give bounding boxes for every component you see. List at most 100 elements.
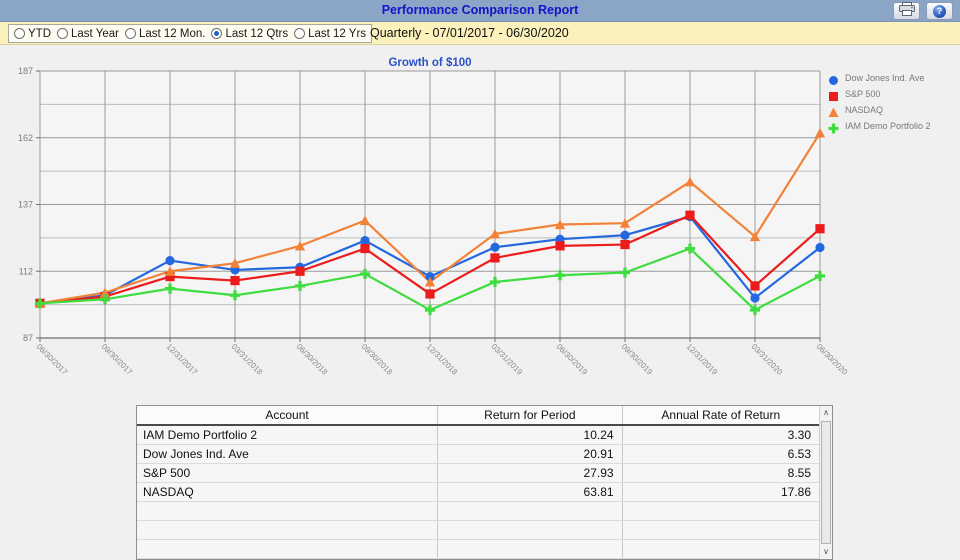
x-axis-label: 06/30/2018	[295, 342, 330, 377]
y-axis-label: 87	[23, 333, 33, 343]
table-cell: 6.53	[787, 447, 811, 461]
x-axis-label: 06/30/2019	[555, 342, 590, 377]
table-row[interactable]	[137, 540, 819, 559]
x-axis-label: 12/31/2017	[165, 342, 200, 377]
growth-chart: 87 112 137 162 187 06/30/2017 09/30/2017 12/31/…	[18, 66, 850, 377]
table-cell	[137, 540, 439, 558]
print-button[interactable]	[893, 1, 920, 21]
scrollbar-thumb[interactable]	[821, 421, 831, 544]
radio-option-ytd[interactable]: YTD	[14, 28, 51, 40]
help-button[interactable]: ?	[926, 2, 953, 20]
help-icon: ?	[933, 4, 946, 18]
x-axis-label: 09/30/2017	[100, 342, 135, 377]
y-axis-label: 187	[18, 66, 33, 76]
table-cell: 3.30	[787, 428, 811, 442]
series-markers-iam-demo-portfolio-2	[34, 243, 826, 316]
series-markers-nasdaq	[34, 127, 826, 308]
table-scrollbar[interactable]: ∧ ∨	[819, 406, 832, 559]
x-axis-label: 03/31/2018	[230, 342, 265, 377]
table-cell	[137, 521, 439, 539]
header-cell: Annual Rate of Return	[661, 408, 781, 422]
table-cell	[623, 540, 819, 558]
table-cell: S&P 500	[137, 464, 439, 482]
triangle-marker-icon	[828, 105, 839, 117]
y-axis-label: 162	[18, 133, 33, 143]
table-cell	[438, 521, 623, 539]
table-body: Account Return for Period Annual Rate of R…	[137, 406, 819, 559]
chart-title: Growth of $100	[388, 57, 472, 69]
table-row[interactable]: Dow Jones Ind. Ave 20.91 6.53	[137, 445, 819, 464]
table-row[interactable]: NASDAQ 63.81 17.86	[137, 483, 819, 502]
y-axis-label: 112	[19, 266, 33, 276]
table-cell: Dow Jones Ind. Ave	[137, 445, 439, 463]
x-axis-label: 09/30/2019	[620, 342, 655, 377]
x-axis-label: 09/30/2018	[360, 342, 395, 377]
radio-label: Last 12 Mon.	[138, 27, 206, 40]
legend-item: IAM Demo Portfolio 2	[828, 118, 960, 134]
radio-option-last-12-mon-[interactable]: Last 12 Mon.	[124, 27, 206, 40]
radio-option-last-12-yrs[interactable]: Last 12 Yrs	[294, 28, 366, 40]
table-cell: 10.24	[438, 426, 623, 444]
table-row[interactable]: S&P 500 27.93 8.55	[137, 464, 819, 483]
x-axis-label: 12/31/2018	[425, 342, 460, 377]
radio-button-icon[interactable]	[14, 28, 25, 39]
page-title: Performance Comparison Report	[381, 3, 579, 17]
table-cell	[623, 521, 819, 539]
header-cell: Account	[137, 406, 439, 424]
table-row[interactable]: IAM Demo Portfolio 2 10.24 3.30	[137, 426, 819, 445]
header-cell: Return for Period	[438, 406, 623, 424]
table-cell: 27.93	[438, 464, 623, 482]
radio-option-last-year[interactable]: Last Year	[57, 28, 119, 40]
radio-button-icon[interactable]	[124, 28, 136, 39]
period-radio-group: YTD Last Year Last 12 Mon. Last 12 Qtrs Last…	[8, 24, 373, 43]
table-cell: 8.55	[787, 466, 811, 480]
radio-button-icon[interactable]	[294, 28, 306, 39]
table-cell	[438, 502, 623, 520]
y-axis-labels: 87 112 137 162 187	[18, 66, 33, 343]
scroll-up-button[interactable]: ∧	[820, 406, 832, 420]
x-axis-label: 06/30/2020	[815, 342, 850, 377]
table-cell	[438, 540, 623, 558]
legend-item: NASDAQ	[828, 102, 960, 118]
title-bar: Performance Comparison Report ?	[0, 0, 960, 22]
table-header-row: Account Return for Period Annual Rate of R…	[137, 406, 819, 426]
radio-button-icon[interactable]	[57, 28, 68, 39]
legend-label: S&P 500	[845, 89, 881, 99]
plus-marker-icon	[828, 121, 839, 133]
circle-marker-icon	[828, 73, 839, 85]
comparison-table: Account Return for Period Annual Rate of R…	[136, 405, 833, 560]
radio-button-icon[interactable]	[211, 28, 223, 39]
x-axis-labels: 06/30/2017 09/30/2017 12/31/2017 03/31/2018…	[35, 342, 850, 377]
table-cell	[137, 502, 439, 520]
chart-legend: Dow Jones Ind. Ave S&P 500 NASDAQ IAM Demo …	[828, 70, 960, 134]
legend-item: Dow Jones Ind. Ave	[828, 70, 960, 86]
legend-label: NASDAQ	[845, 105, 884, 115]
table-cell: 20.91	[438, 445, 623, 463]
radio-option-last-12-qtrs[interactable]: Last 12 Qtrs	[211, 28, 288, 40]
x-axis-label: 06/30/2017	[35, 342, 70, 377]
table-cell: NASDAQ	[137, 483, 439, 501]
axes	[36, 70, 821, 342]
table-cell: 17.86	[780, 485, 811, 499]
radio-label: Last 12 Qtrs	[225, 27, 289, 40]
table-cell	[623, 502, 819, 520]
table-row[interactable]	[137, 521, 819, 540]
legend-label: IAM Demo Portfolio 2	[845, 121, 931, 131]
toolbar: YTD Last Year Last 12 Mon. Last 12 Qtrs Last…	[0, 22, 960, 45]
radio-label: YTD	[28, 27, 51, 40]
scroll-down-button[interactable]: ∨	[820, 545, 832, 559]
legend-label: Dow Jones Ind. Ave	[845, 73, 925, 83]
x-axis-label: 03/31/2019	[490, 342, 525, 377]
printer-icon	[898, 1, 915, 21]
radio-label: Last 12 Yrs	[308, 27, 367, 40]
table-row[interactable]	[137, 502, 819, 521]
table-cell: IAM Demo Portfolio 2	[137, 426, 439, 444]
x-axis-label: 12/31/2019	[685, 342, 720, 377]
radio-label: Last Year	[71, 27, 119, 40]
legend-item: S&P 500	[828, 86, 960, 102]
square-marker-icon	[828, 89, 839, 101]
x-axis-label: 03/31/2020	[750, 342, 785, 377]
y-axis-label: 137	[18, 200, 33, 210]
table-cell: 63.81	[438, 483, 623, 501]
period-label: Quarterly - 07/01/2017 - 06/30/2020	[370, 26, 569, 40]
